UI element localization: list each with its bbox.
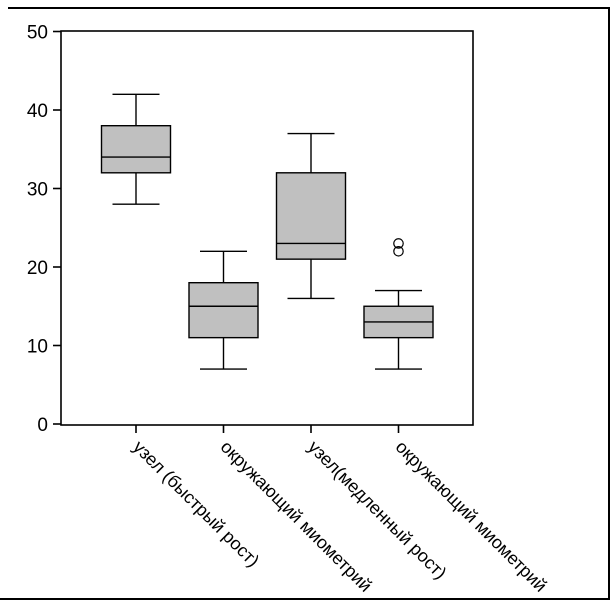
y-axis-tick-label: 50 (27, 23, 48, 44)
y-axis-tick-label: 10 (27, 337, 48, 358)
box (100, 124, 172, 174)
y-axis-tick-label: 40 (27, 101, 48, 122)
x-axis-label: окружающий миометрий (217, 437, 376, 596)
image-border-bottom (0, 598, 610, 600)
box (188, 282, 259, 339)
y-axis-tick-label: 30 (27, 180, 48, 201)
image-border-right (608, 7, 610, 599)
box (275, 172, 347, 260)
outlier-point (393, 238, 404, 249)
y-axis-tick-label: 20 (27, 258, 48, 279)
y-axis-tick-label: 0 (37, 415, 48, 436)
x-axis-label: окружающий миометрий (392, 437, 551, 596)
outlier-point (393, 246, 404, 257)
image-border-top (8, 7, 609, 9)
plot-frame (60, 30, 474, 426)
